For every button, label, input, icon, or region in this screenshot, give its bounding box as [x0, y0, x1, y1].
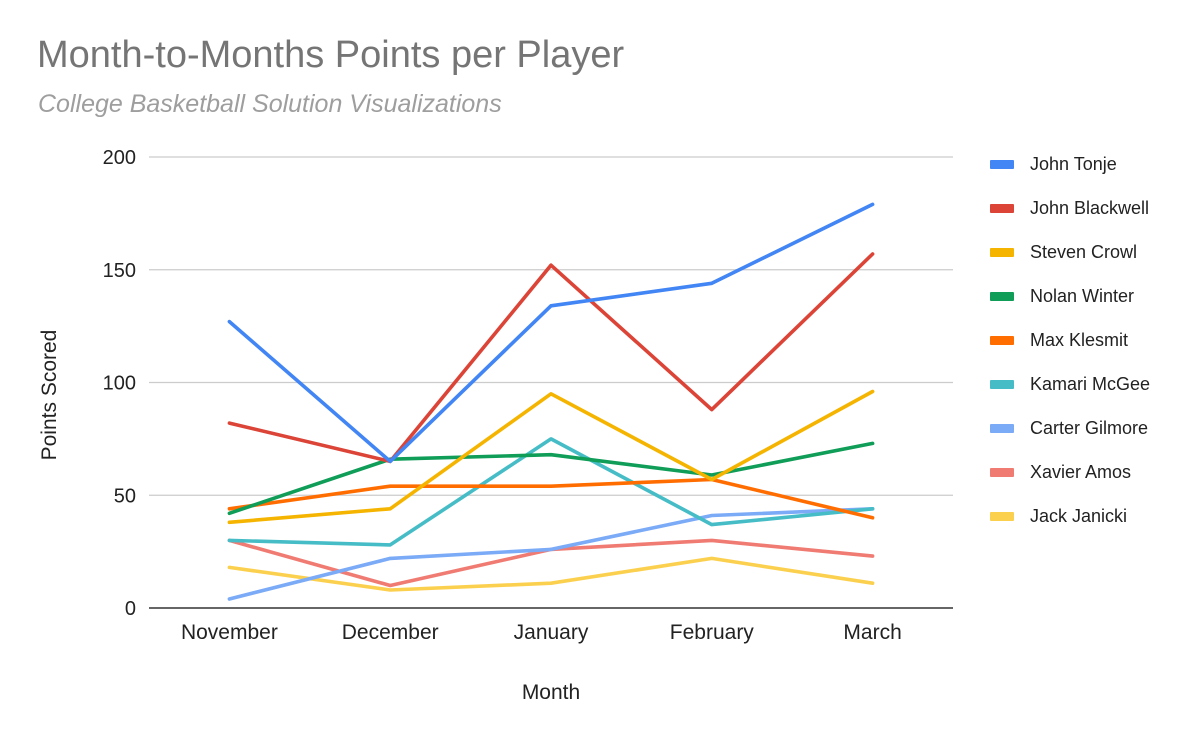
series-line-steven-crowl: [227, 389, 875, 525]
y-tick-label: 50: [114, 485, 136, 507]
chart-subtitle: College Basketball Solution Visualizatio…: [38, 90, 502, 118]
y-tick-label: 0: [125, 598, 136, 620]
legend-swatch: [990, 291, 1014, 301]
legend-item[interactable]: John Tonje: [990, 142, 1150, 186]
legend-label: Nolan Winter: [1030, 285, 1135, 306]
x-tick-label: January: [514, 621, 589, 644]
legend-label: John Blackwell: [1030, 197, 1150, 218]
legend-swatch: [990, 203, 1014, 213]
series-line-jack-janicki: [227, 556, 875, 592]
series-line-max-klesmit: [227, 477, 875, 520]
series-line-nolan-winter: [227, 441, 875, 516]
x-tick-label: December: [342, 621, 439, 644]
legend-swatch: [990, 511, 1014, 521]
legend-swatch: [990, 423, 1014, 433]
legend-label: Steven Crowl: [1030, 241, 1138, 262]
series-line-carter-gilmore: [227, 506, 875, 601]
x-tick-label: March: [843, 621, 901, 644]
series-line-xavier-amos: [227, 538, 875, 588]
legend-item[interactable]: Xavier Amos: [990, 450, 1150, 494]
gridlines: [149, 156, 953, 496]
legend-swatch: [990, 379, 1014, 389]
chart-title: Month-to-Months Points per Player: [37, 34, 625, 76]
legend-swatch: [990, 335, 1014, 345]
y-tick-label: 150: [103, 260, 136, 282]
legend-swatch: [990, 467, 1014, 477]
legend-item[interactable]: Carter Gilmore: [990, 406, 1150, 450]
y-tick-label: 200: [103, 147, 136, 169]
x-tick-label: February: [670, 621, 755, 644]
legend-swatch: [990, 159, 1014, 169]
series-lines: [227, 202, 875, 601]
y-tick-label: 100: [103, 373, 136, 395]
legend-item[interactable]: Jack Janicki: [990, 494, 1150, 538]
legend-label: Jack Janicki: [1030, 505, 1128, 526]
legend-item[interactable]: Kamari McGee: [990, 362, 1150, 406]
series-line-kamari-mcgee: [227, 437, 875, 547]
legend-item[interactable]: Max Klesmit: [990, 318, 1150, 362]
legend-item[interactable]: Nolan Winter: [990, 274, 1150, 318]
legend-item[interactable]: John Blackwell: [990, 186, 1150, 230]
legend-label: Max Klesmit: [1030, 329, 1129, 350]
legend: John Tonje John Blackwell Steven Crowl Nola…: [990, 142, 1150, 538]
legend-label: Carter Gilmore: [1030, 417, 1149, 438]
x-axis-title: Month: [522, 681, 580, 704]
legend-label: Xavier Amos: [1030, 461, 1132, 482]
legend-swatch: [990, 247, 1014, 257]
legend-label: Kamari McGee: [1030, 373, 1151, 394]
series-line-john-tonje: [227, 202, 875, 464]
axes: 0 50 100 150 200 November December January Febru…: [103, 147, 953, 644]
x-tick-label: November: [181, 621, 278, 644]
series-line-john-blackwell: [227, 252, 875, 464]
y-axis-title: Points Scored: [38, 330, 61, 461]
legend-label: John Tonje: [1030, 153, 1117, 174]
legend-item[interactable]: Steven Crowl: [990, 230, 1150, 274]
